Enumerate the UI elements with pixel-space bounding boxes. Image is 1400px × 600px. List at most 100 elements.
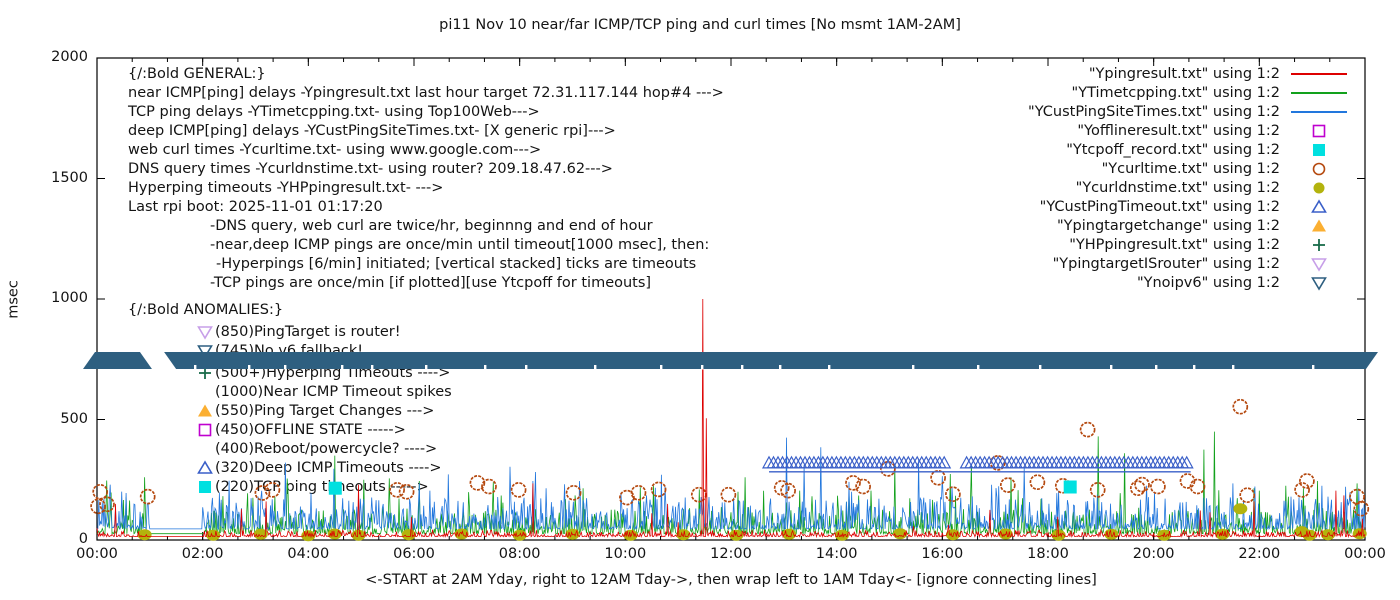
anomaly-key-row: (500+)Hyperping Timeouts ----> bbox=[196, 364, 450, 381]
legend-swatch bbox=[1290, 160, 1348, 178]
line-swatch-icon bbox=[1291, 91, 1347, 94]
deep-icmp-timeout-point bbox=[824, 455, 839, 469]
deep-icmp-timeout-point bbox=[1013, 455, 1028, 469]
curl-time-point bbox=[619, 489, 635, 506]
general-note-line: -near,deep ICMP pings are once/min until… bbox=[210, 237, 710, 253]
x-tick-label: 16:00 bbox=[921, 546, 964, 562]
curl-time-point bbox=[510, 482, 527, 498]
deep-icmp-timeout-point bbox=[1143, 455, 1158, 469]
curl-time-point bbox=[630, 484, 647, 501]
curl-time-point bbox=[720, 486, 737, 503]
dns-time-point bbox=[351, 529, 366, 541]
x-tick-label: 08:00 bbox=[498, 546, 541, 562]
y-tick-label: 1000 bbox=[51, 290, 88, 306]
general-notes-block: {/:Bold GENERAL:} near ICMP[ping] delays … bbox=[128, 65, 724, 293]
legend-row: "Ypingtargetchange" using 1:2 bbox=[1028, 216, 1348, 235]
tcp-timeout-point bbox=[1063, 480, 1077, 494]
legend-label: "YTimetcpping.txt" using 1:2 bbox=[1071, 84, 1280, 101]
dns-time-point bbox=[253, 528, 268, 540]
deep-icmp-timeout-point bbox=[1094, 455, 1109, 469]
deep-icmp-timeout-point bbox=[797, 455, 813, 469]
legend-label: "Ycurltime.txt" using 1:2 bbox=[1101, 160, 1280, 177]
anomalies-header: {/:Bold ANOMALIES:} bbox=[128, 302, 284, 318]
deep-icmp-timeout-point bbox=[982, 455, 997, 469]
legend-row: "YpingtargetISrouter" using 1:2 bbox=[1028, 254, 1348, 273]
circle-open-icon bbox=[1312, 162, 1326, 175]
anomaly-key-marker bbox=[196, 323, 215, 341]
dns-time-point bbox=[512, 529, 527, 541]
triangle-up-open-icon bbox=[1311, 198, 1327, 213]
deep-icmp-timeout-point bbox=[914, 455, 929, 469]
square-open-icon bbox=[198, 423, 212, 436]
triangle-down-open-icon bbox=[1311, 276, 1327, 291]
legend-row: "YCustPingTimeout.txt" using 1:2 bbox=[1028, 197, 1348, 216]
x-tick-label: 00:00 bbox=[76, 546, 118, 562]
deep-icmp-timeout-point bbox=[905, 455, 920, 469]
legend-swatch bbox=[1290, 198, 1348, 216]
deep-icmp-timeout-point bbox=[869, 455, 884, 469]
general-note-line: TCP ping delays -YTimetcpping.txt- using… bbox=[128, 104, 540, 120]
curl-time-point bbox=[565, 484, 582, 501]
general-note-line: {/:Bold GENERAL:} bbox=[128, 66, 266, 82]
x-tick-label: 04:00 bbox=[287, 546, 330, 562]
curl-time-point bbox=[1239, 487, 1256, 504]
deep-icmp-timeout-point bbox=[1022, 455, 1037, 469]
deep-icmp-timeout-point bbox=[793, 455, 808, 469]
x-tick-label: 10:00 bbox=[604, 546, 647, 562]
curl-time-point bbox=[469, 475, 486, 491]
line-swatch-icon bbox=[1291, 72, 1347, 75]
deep-icmp-timeout-point bbox=[784, 455, 799, 469]
anomaly-key-spacer bbox=[196, 383, 215, 401]
curl-time-point bbox=[773, 480, 790, 496]
dns-time-point bbox=[565, 528, 580, 540]
plus-icon bbox=[1313, 238, 1325, 251]
y-tick-label: 0 bbox=[78, 531, 88, 547]
curl-time-point bbox=[930, 469, 946, 486]
dns-time-point bbox=[301, 530, 316, 542]
x-axis-label: <-START at 2AM Yday, right to 12AM Tday-… bbox=[365, 572, 1097, 588]
deep-icmp-timeout-point bbox=[973, 455, 988, 469]
anomaly-key-label: (400)Reboot/powercycle? ----> bbox=[215, 440, 438, 457]
dns-time-point bbox=[893, 528, 908, 540]
deep-icmp-timeout-point bbox=[1017, 455, 1033, 469]
anomaly-key-label: (1000)Near ICMP Timeout spikes bbox=[215, 383, 452, 400]
curl-time-point bbox=[1189, 478, 1206, 495]
triangle-down-open-icon bbox=[197, 344, 213, 359]
general-note-line: -TCP pings are once/min [if plotted][use… bbox=[210, 275, 652, 291]
legend-label: "YCustPingTimeout.txt" using 1:2 bbox=[1039, 198, 1280, 215]
deep-icmp-timeout-point bbox=[1080, 455, 1095, 469]
y-tick-label: 2000 bbox=[51, 49, 88, 65]
curl-time-point bbox=[99, 496, 115, 513]
deep-icmp-timeout-point bbox=[1152, 455, 1167, 469]
general-note-line: near ICMP[ping] delays -Ypingresult.txt … bbox=[128, 85, 724, 101]
deep-icmp-timeout-point bbox=[788, 455, 804, 469]
deep-icmp-timeout-point bbox=[829, 455, 844, 469]
dns-time-point bbox=[137, 529, 152, 541]
dns-time-point bbox=[782, 528, 797, 540]
triangle-up-filled-icon bbox=[1312, 219, 1326, 231]
anomaly-key-row: (320)Deep ICMP Timeouts ----> bbox=[196, 459, 442, 476]
deep-icmp-timeout-point bbox=[1008, 455, 1024, 469]
anomaly-key-row: (745)No v6 fallback! bbox=[196, 342, 363, 359]
curl-time-point bbox=[481, 478, 497, 495]
anomaly-key-marker bbox=[196, 342, 215, 360]
dns-time-point bbox=[327, 528, 342, 540]
deep-icmp-timeout-point bbox=[1112, 455, 1127, 469]
deep-icmp-timeout-point bbox=[1139, 455, 1154, 469]
deep-icmp-timeout-point bbox=[856, 455, 871, 469]
deep-icmp-timeout-point bbox=[901, 455, 916, 469]
plot-legend: "Ypingresult.txt" using 1:2 "YTimetcpping… bbox=[1028, 64, 1348, 292]
deep-icmp-timeout-point bbox=[1026, 455, 1042, 469]
legend-label: "YHPpingresult.txt" using 1:2 bbox=[1069, 236, 1280, 253]
deep-icmp-timeout-point bbox=[1103, 455, 1118, 469]
curl-time-point bbox=[845, 475, 861, 491]
curl-time-point bbox=[989, 455, 1006, 471]
dns-time-point bbox=[1104, 528, 1119, 540]
deep-icmp-timeout-point bbox=[766, 455, 781, 469]
legend-label: "Ypingtargetchange" using 1:2 bbox=[1057, 217, 1280, 234]
deep-icmp-timeout-point bbox=[986, 455, 1001, 469]
legend-swatch bbox=[1290, 84, 1348, 102]
deep-icmp-timeout-point bbox=[1157, 455, 1172, 469]
curl-time-point bbox=[780, 482, 796, 499]
anomaly-key-label: (745)No v6 fallback! bbox=[215, 342, 364, 359]
